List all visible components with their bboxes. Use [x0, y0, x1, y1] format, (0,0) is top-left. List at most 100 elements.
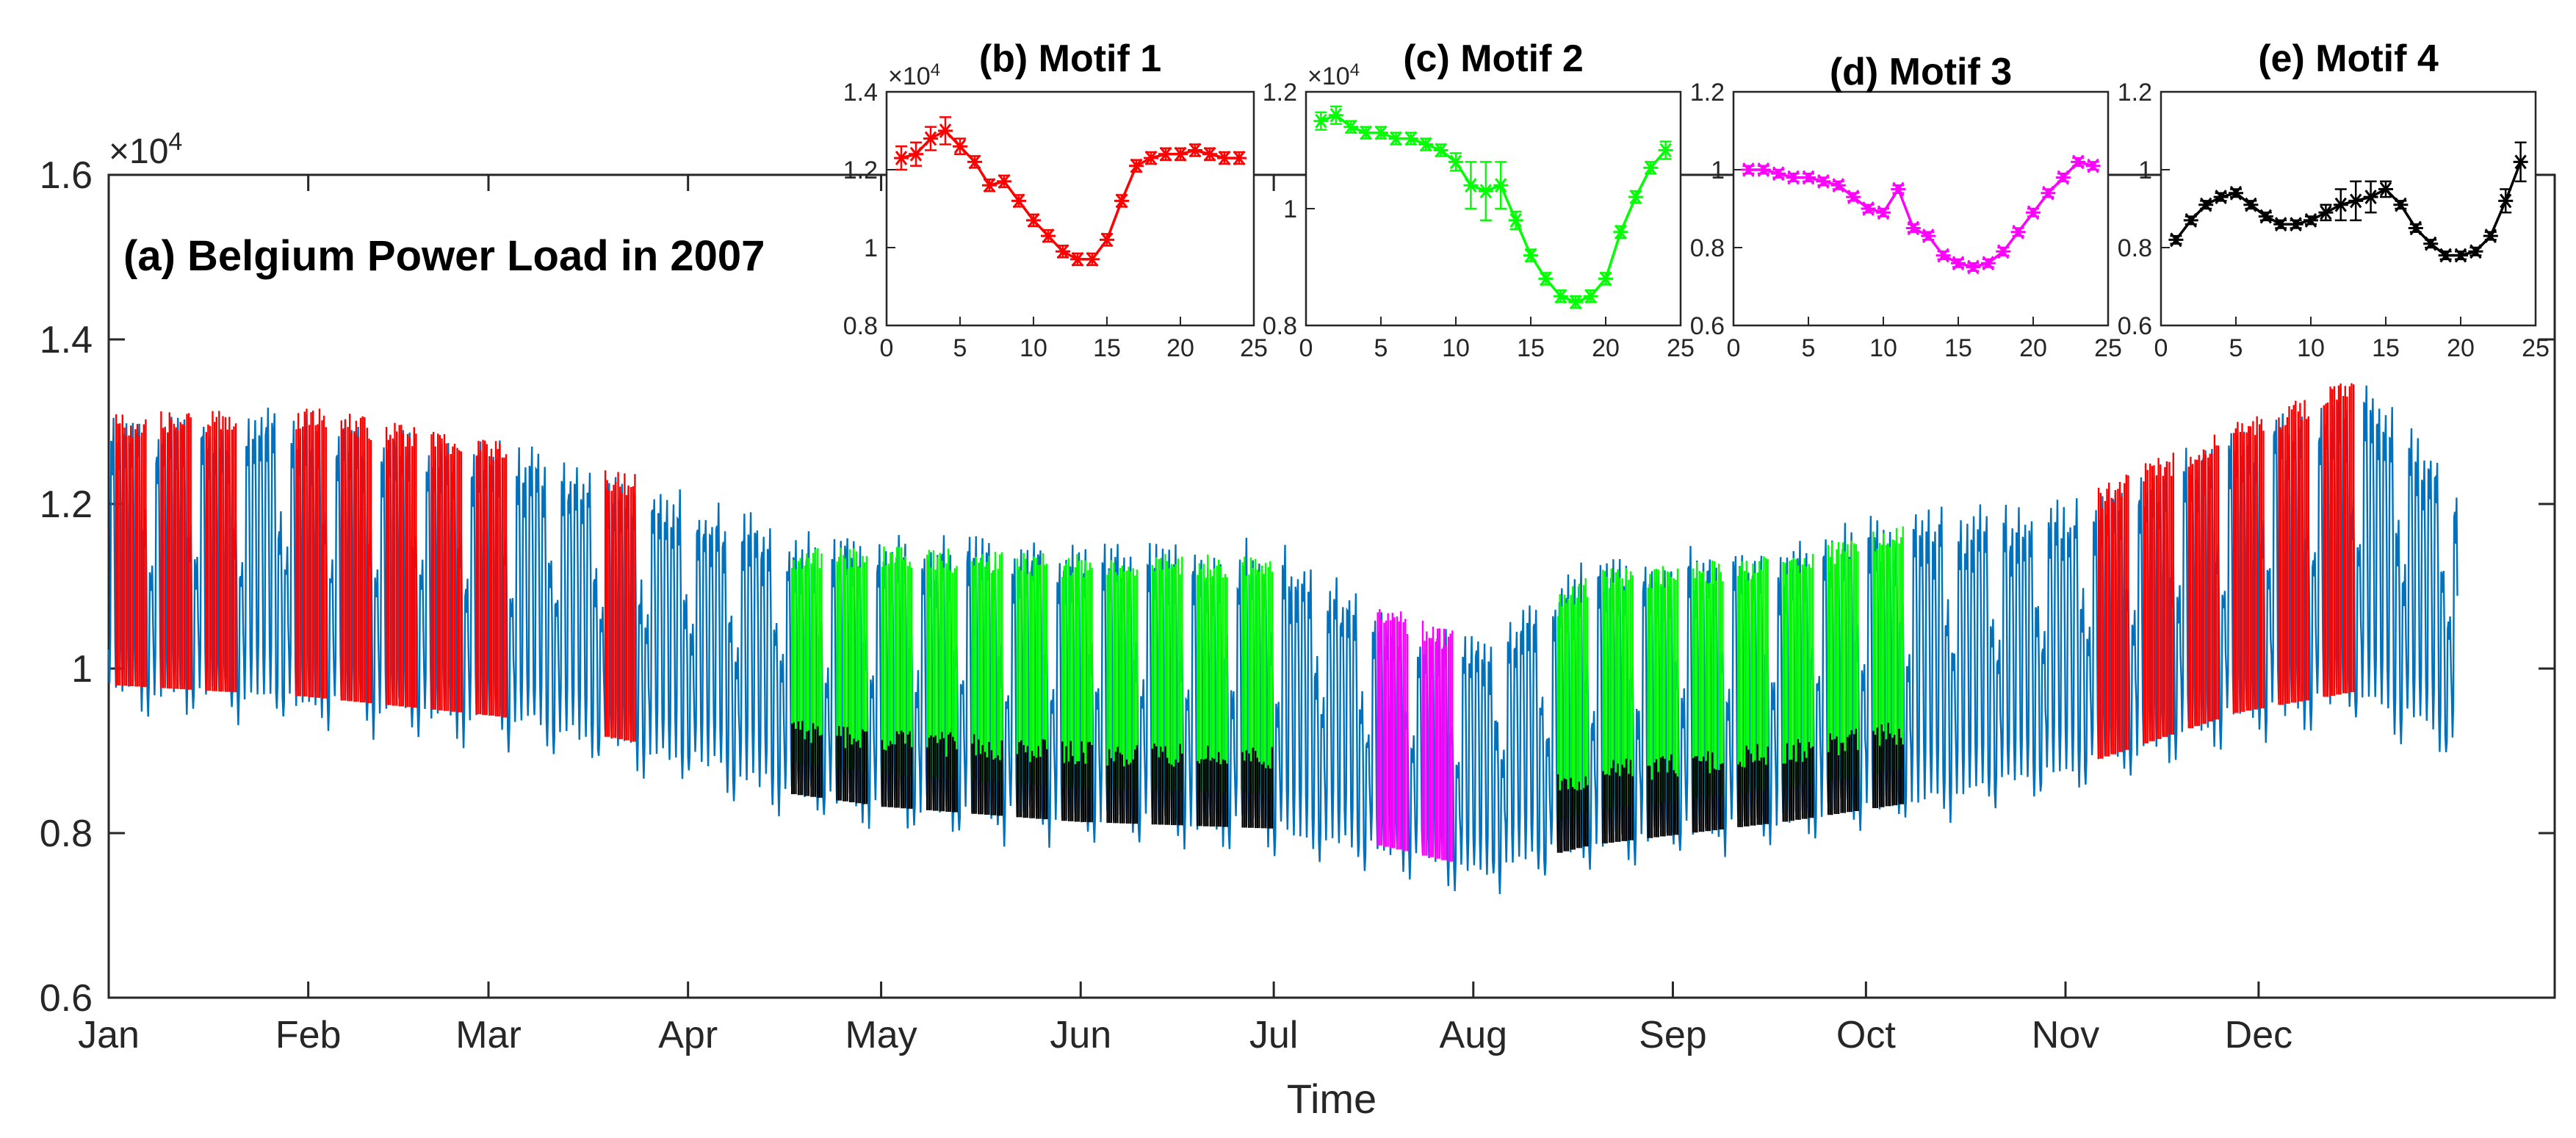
- motif1-title: (b) Motif 1: [979, 37, 1161, 80]
- motif1-point: [1217, 151, 1232, 166]
- marker-stroke: [2290, 217, 2302, 232]
- motif2-inset: 0 5 10 15 20 25 0.8 1 1.2 ×104 (c) Motif 2: [1263, 37, 1695, 362]
- motif1-point: [1188, 143, 1202, 158]
- motif1-point: [1011, 193, 1026, 209]
- marker-stroke: [2012, 224, 2024, 240]
- motif3-point: [1861, 201, 1876, 216]
- motif4-point: [2229, 185, 2243, 201]
- motif1-point: [1173, 146, 1188, 162]
- motif3-point: [1921, 228, 1936, 244]
- motif4-point: [2363, 190, 2378, 205]
- y-tick-label: 1.2: [843, 156, 878, 184]
- motif1-point: [953, 139, 967, 154]
- x-tick-label: 25: [1667, 334, 1695, 362]
- motif2-point: [1343, 119, 1359, 134]
- marker-stroke: [1967, 259, 1980, 275]
- x-tick-label-oct: Oct: [1836, 1014, 1896, 1056]
- marker-stroke: [1524, 248, 1537, 263]
- marker-stroke: [1495, 178, 1507, 193]
- y-tick-label: 1: [1711, 156, 1725, 184]
- marker-stroke: [2454, 248, 2467, 263]
- motif4-point: [2513, 154, 2528, 170]
- x-tick-label: 10: [2297, 334, 2325, 362]
- motif1-point: [1114, 193, 1129, 209]
- marker-stroke: [968, 154, 981, 170]
- marker-stroke: [1832, 178, 1844, 193]
- motif3-point: [2041, 185, 2056, 201]
- y-tick-label: 1.6: [40, 154, 93, 197]
- motif4-point: [2393, 197, 2409, 212]
- motif3-point: [2085, 158, 2101, 173]
- x-tick-label-apr: Apr: [658, 1014, 718, 1056]
- x-tick-label: 20: [2447, 334, 2475, 362]
- marker-stroke: [1130, 158, 1143, 173]
- marker-stroke: [1479, 184, 1492, 199]
- motif2-point: [1613, 224, 1628, 240]
- motif2-point: [1628, 190, 1643, 205]
- motif4-point: [2198, 197, 2214, 212]
- marker-stroke: [1907, 220, 1919, 236]
- motif2-point: [1478, 184, 1493, 199]
- marker-stroke: [2379, 181, 2392, 197]
- motif3-point: [1816, 173, 1831, 189]
- marker-stroke: [1787, 170, 1800, 185]
- x-tick-label: 5: [953, 334, 967, 362]
- marker-stroke: [2229, 185, 2243, 201]
- marker-stroke: [1952, 256, 1965, 271]
- motif3-point: [2026, 205, 2041, 220]
- marker-stroke: [1645, 160, 1657, 176]
- y-tick-label: 1: [71, 648, 93, 691]
- marker-stroke: [1540, 271, 1552, 287]
- motif3-point: [1741, 162, 1756, 177]
- marker-stroke: [1772, 166, 1785, 181]
- motif1-point: [909, 146, 923, 162]
- x-tick-label-sep: Sep: [1639, 1014, 1707, 1056]
- motif3-point: [1996, 244, 2011, 259]
- motif2-y-multiplier-label: ×104: [1307, 60, 1360, 90]
- motif1-point: [1158, 146, 1173, 162]
- motif1-point: [967, 154, 982, 170]
- motif2-point: [1374, 125, 1388, 140]
- marker-stroke: [1449, 154, 1462, 170]
- x-tick-label-jun: Jun: [1050, 1014, 1111, 1056]
- motif1-point: [1202, 146, 1217, 162]
- marker-stroke: [895, 151, 908, 166]
- marker-stroke: [1997, 244, 2010, 259]
- x-tick-label: 15: [2372, 334, 2400, 362]
- marker-stroke: [2514, 154, 2527, 170]
- motif2-point: [1493, 178, 1509, 193]
- x-tick-label: 10: [1020, 334, 1047, 362]
- motif2-point: [1418, 137, 1434, 152]
- marker-stroke: [2395, 197, 2407, 212]
- x-tick-label: 5: [1374, 334, 1388, 362]
- motif3-plot-area: [1732, 90, 2110, 327]
- marker-stroke: [1584, 289, 1597, 304]
- marker-stroke: [1862, 201, 1875, 216]
- marker-stroke: [1757, 162, 1769, 177]
- motif4-point: [2348, 193, 2364, 209]
- marker-stroke: [1465, 178, 1477, 193]
- motif3-point: [1935, 248, 1951, 263]
- motif3-point: [2055, 170, 2071, 185]
- x-tick-label: 0: [2154, 334, 2168, 362]
- motif4-point: [2273, 217, 2289, 232]
- motif2-point: [1598, 271, 1613, 287]
- motif4-point: [2498, 193, 2514, 209]
- motif3-inset: 0 5 10 15 20 25 0.6 0.8 1 1.2 (d) Motif 3: [1690, 51, 2122, 362]
- marker-stroke: [1435, 143, 1447, 158]
- x-tick-label: 5: [1802, 334, 1816, 362]
- motif4-point: [2333, 197, 2348, 212]
- motif3-point: [1905, 220, 1921, 236]
- y-tick-label: 1.2: [1263, 79, 1297, 107]
- marker-stroke: [1144, 151, 1158, 166]
- marker-stroke: [1659, 143, 1672, 158]
- marker-stroke: [953, 139, 967, 154]
- main-ticks: 0.6 0.8 1 1.2 1.4 1.6 Jan Feb Mar Apr May Jun Jul Aug…: [40, 154, 2555, 1056]
- marker-stroke: [1360, 125, 1372, 140]
- marker-stroke: [2469, 244, 2482, 259]
- motif2-point: [1508, 212, 1523, 228]
- x-tick-label: 0: [1727, 334, 1741, 362]
- marker-stroke: [1100, 232, 1114, 248]
- marker-stroke: [909, 146, 923, 162]
- motif2-point: [1388, 131, 1404, 146]
